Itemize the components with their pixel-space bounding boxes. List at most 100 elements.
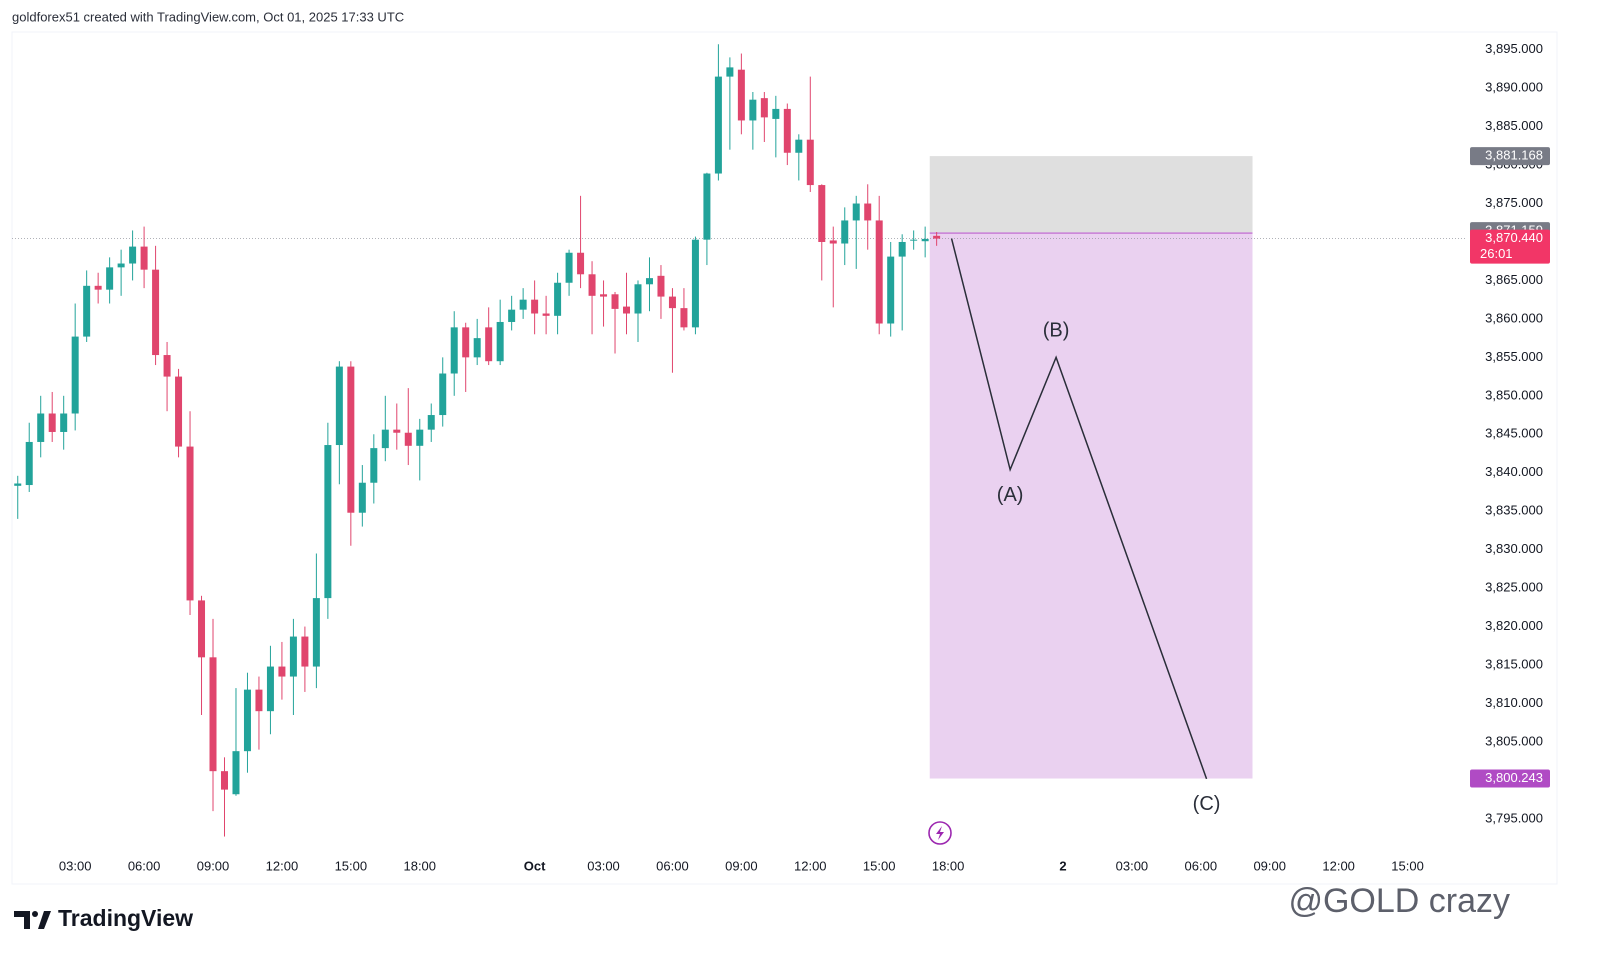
y-tick-label: 3,845.000: [1485, 426, 1543, 441]
x-tick-label: 15:00: [335, 858, 368, 873]
x-tick-label: 06:00: [656, 858, 689, 873]
candle-body: [806, 139, 814, 186]
x-tick-label: Oct: [524, 858, 546, 873]
candle-body: [278, 666, 286, 677]
header-text: goldforex51 created with TradingView.com…: [12, 9, 404, 24]
candle-body: [289, 636, 297, 677]
candle-body: [887, 256, 895, 324]
candle-body: [381, 429, 389, 449]
alert-icon: [928, 821, 952, 845]
candle-body: [485, 327, 493, 362]
y-tick-label: 3,895.000: [1485, 41, 1543, 56]
wave-label: (A): [997, 484, 1024, 506]
candle-body: [645, 278, 653, 285]
candle-body: [829, 240, 837, 244]
current-price-label-bg: [1470, 229, 1550, 264]
x-tick-label: 09:00: [197, 858, 230, 873]
candle-body: [427, 415, 435, 430]
tradingview-logo: TradingView: [14, 905, 193, 931]
candle-body: [554, 282, 562, 316]
candle-body: [117, 263, 125, 268]
y-tick-label: 3,840.000: [1485, 464, 1543, 479]
x-tick-label: 06:00: [1185, 858, 1218, 873]
candle-body: [691, 239, 699, 328]
candle-body: [175, 376, 183, 447]
candle-body: [933, 235, 941, 239]
stop-label: 3,881.168: [1470, 147, 1550, 166]
x-tick-label: 03:00: [587, 858, 620, 873]
candle-body: [14, 483, 22, 486]
x-tick-label: 12:00: [266, 858, 299, 873]
candle-body: [60, 413, 68, 432]
candle-body: [48, 413, 56, 432]
candle-body: [519, 299, 527, 310]
candle-body: [393, 429, 401, 433]
candle-body: [220, 771, 228, 790]
candle-body: [634, 284, 642, 314]
candle-body: [71, 336, 79, 414]
current-price-label-countdown: 26:01: [1480, 246, 1513, 261]
candle-body: [600, 294, 608, 297]
x-tick-label: 03:00: [1116, 858, 1149, 873]
candle-body: [416, 429, 424, 446]
candle-body: [680, 308, 688, 328]
candle-body: [577, 252, 585, 275]
candle-body: [163, 355, 171, 377]
candle-body: [772, 108, 780, 119]
candle-body: [439, 373, 447, 416]
current-price-label-text: 3,870.440: [1485, 230, 1543, 245]
candle-body: [795, 139, 803, 153]
candle-body: [910, 239, 918, 241]
watermark: @GOLD crazy: [1288, 882, 1510, 920]
candle-body: [726, 67, 734, 77]
candle-body: [152, 269, 160, 356]
candle-body: [875, 220, 883, 324]
candle-body: [301, 636, 309, 667]
candle-body: [37, 413, 45, 442]
candle-body: [473, 338, 481, 358]
candle-body: [783, 108, 791, 153]
x-tick-label: 06:00: [128, 858, 161, 873]
target-label: 3,800.243: [1470, 769, 1550, 788]
candle-body: [496, 321, 504, 362]
plot-area: [12, 44, 1465, 837]
y-tick-label: 3,875.000: [1485, 195, 1543, 210]
y-tick-label: 3,815.000: [1485, 656, 1543, 671]
candle-body: [898, 241, 906, 257]
candle-body: [335, 366, 343, 446]
y-tick-label: 3,865.000: [1485, 272, 1543, 287]
stop-label-bg: [1470, 147, 1550, 166]
candle-body: [94, 285, 102, 290]
candle-body: [243, 689, 251, 752]
candle-body: [565, 252, 573, 283]
wave-label: (C): [1193, 793, 1221, 815]
y-tick-label: 3,830.000: [1485, 541, 1543, 556]
candle-body: [209, 657, 217, 772]
chart-frame: [11, 31, 1558, 885]
candle-body: [140, 246, 148, 270]
y-tick-label: 3,890.000: [1485, 80, 1543, 95]
wave-label: (B): [1043, 320, 1070, 342]
candle-body: [588, 274, 596, 296]
candle-body: [450, 327, 458, 374]
candle-body: [611, 294, 619, 309]
y-tick-label: 3,820.000: [1485, 618, 1543, 633]
y-tick-label: 3,885.000: [1485, 118, 1543, 133]
candle-body: [266, 666, 274, 712]
candle-body: [312, 598, 320, 667]
candle-body: [404, 432, 412, 446]
candle-body: [83, 285, 91, 337]
x-tick-label: 15:00: [863, 858, 896, 873]
y-tick-label: 3,860.000: [1485, 310, 1543, 325]
candle-body: [232, 751, 240, 795]
y-tick-label: 3,805.000: [1485, 733, 1543, 748]
candle-body: [714, 76, 722, 174]
x-tick-label: 09:00: [725, 858, 758, 873]
candle-body: [324, 445, 332, 599]
y-tick-label: 3,825.000: [1485, 580, 1543, 595]
candle-body: [347, 366, 355, 513]
candle-body: [818, 185, 826, 242]
candle-body: [623, 306, 631, 314]
